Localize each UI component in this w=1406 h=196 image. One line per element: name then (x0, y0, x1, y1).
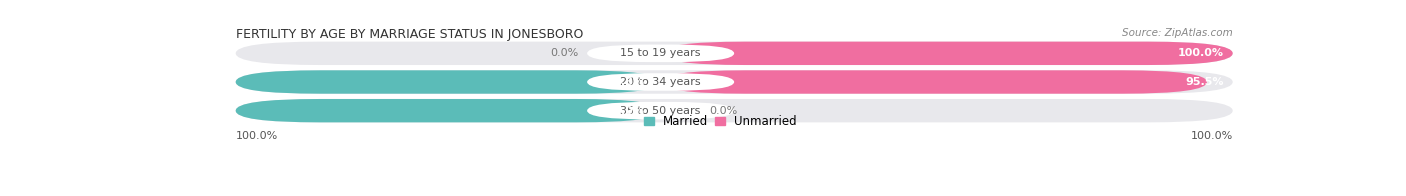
Text: 95.5%: 95.5% (1185, 77, 1225, 87)
FancyBboxPatch shape (588, 102, 734, 119)
FancyBboxPatch shape (588, 73, 734, 91)
Legend: Married, Unmarried: Married, Unmarried (640, 111, 801, 133)
FancyBboxPatch shape (236, 70, 661, 94)
Text: 0.0%: 0.0% (710, 106, 738, 116)
Text: Source: ZipAtlas.com: Source: ZipAtlas.com (1122, 28, 1233, 38)
FancyBboxPatch shape (661, 70, 1206, 94)
Text: 4.6%: 4.6% (613, 77, 644, 87)
FancyBboxPatch shape (588, 44, 734, 62)
Text: 0.0%: 0.0% (550, 48, 578, 58)
FancyBboxPatch shape (661, 42, 1233, 65)
FancyBboxPatch shape (236, 70, 1233, 94)
Text: 15 to 19 years: 15 to 19 years (620, 48, 702, 58)
FancyBboxPatch shape (236, 99, 661, 122)
Text: FERTILITY BY AGE BY MARRIAGE STATUS IN JONESBORO: FERTILITY BY AGE BY MARRIAGE STATUS IN J… (236, 28, 583, 41)
Text: 20 to 34 years: 20 to 34 years (620, 77, 702, 87)
FancyBboxPatch shape (236, 42, 1233, 65)
Text: 100.0%: 100.0% (1191, 132, 1233, 142)
Text: 100.0%: 100.0% (236, 132, 278, 142)
Text: 100.0%: 100.0% (599, 106, 644, 116)
Text: 100.0%: 100.0% (1178, 48, 1225, 58)
FancyBboxPatch shape (236, 99, 1233, 122)
Text: 35 to 50 years: 35 to 50 years (620, 106, 700, 116)
